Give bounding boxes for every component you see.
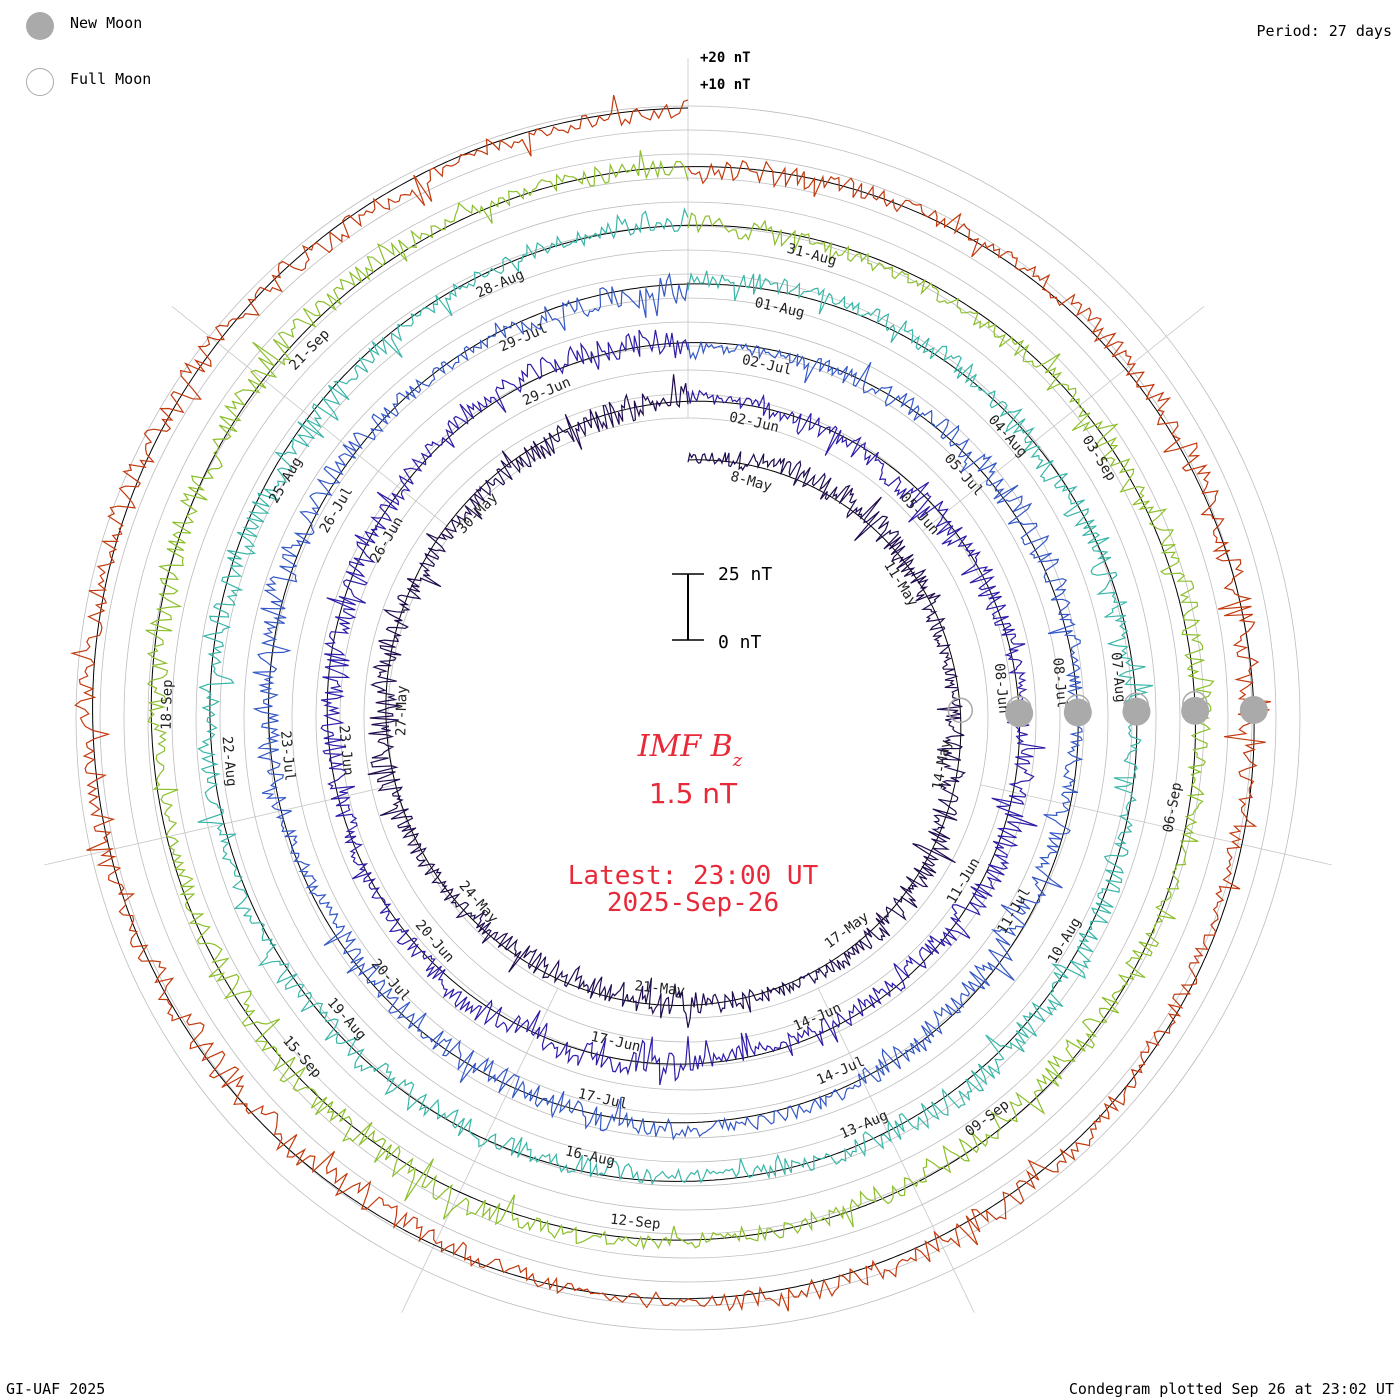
date-tick-label: 02-Jul	[740, 352, 793, 379]
date-tick-label: 17-Jun	[589, 1029, 642, 1056]
full-moon-marker	[1182, 690, 1208, 717]
credit-label: GI-UAF 2025	[6, 1380, 106, 1398]
date-tick-label: 23-Jun	[335, 724, 356, 776]
scale-bar: 25 nT 0 nT	[672, 564, 772, 653]
date-tick-label: 18-Sep	[159, 679, 176, 730]
period-label: Period: 27 days	[1256, 22, 1392, 40]
date-tick-label: 8-May	[729, 469, 774, 495]
date-tick-label: 24-May	[455, 878, 500, 927]
full-moon-marker	[1123, 692, 1149, 719]
date-tick-label: 08-Jun	[991, 662, 1012, 714]
bz-trace-turn	[197, 207, 1154, 1186]
current-value: 1.5 nT	[649, 777, 738, 810]
scale-bottom-label: 0 nT	[718, 632, 762, 653]
legend-new-moon-label: New Moon	[70, 14, 143, 32]
ring-label-20: +20 nT	[700, 50, 751, 66]
full-moon-icon	[26, 68, 54, 96]
legend-full-moon-label: Full Moon	[70, 70, 152, 88]
new-moon-marker	[1239, 695, 1268, 724]
date-tick-label: 17-Jul	[576, 1086, 629, 1113]
latest-date: 2025-Sep-26	[607, 888, 779, 918]
legend-new-moon: New Moon	[26, 12, 143, 40]
plotted-label: Condegram plotted Sep 26 at 23:02 UT	[1068, 1380, 1394, 1398]
grid-spoke	[401, 988, 559, 1313]
baseline-turn	[150, 166, 1196, 1241]
date-tick-label: 23-Jul	[277, 730, 298, 782]
bz-trace-turn	[367, 374, 967, 1028]
chart-title: IMF Bz	[637, 729, 743, 771]
chart-title-subscript: z	[732, 750, 743, 771]
date-tick-label: 27-May	[393, 685, 410, 736]
date-tick-label: 21-May	[634, 978, 686, 999]
date-tick-label: 10-Aug	[1045, 915, 1085, 967]
full-moon-marker	[947, 697, 974, 724]
date-tick-label: 22-Aug	[219, 735, 240, 787]
new-moon-icon	[26, 12, 54, 40]
bz-trace-turn	[320, 329, 1046, 1086]
scale-top-label: 25 nT	[718, 564, 772, 585]
new-moon-marker	[1063, 698, 1092, 727]
date-tick-label: 09-Sep	[962, 1097, 1012, 1140]
date-tick-label: 12-Sep	[609, 1212, 661, 1233]
date-tick-label: 07-Aug	[1108, 651, 1129, 703]
date-tick-label: 26-Jun	[367, 514, 407, 566]
legend-full-moon: Full Moon	[26, 68, 152, 96]
date-tick-label: 01-Aug	[753, 295, 806, 322]
date-tick-label: 28-Aug	[474, 267, 527, 302]
spiral-layer	[69, 94, 1272, 1312]
grid-spoke	[817, 988, 975, 1313]
new-moon-marker	[1005, 699, 1034, 728]
date-tick-label: 06-Sep	[1160, 781, 1185, 834]
baseline-turn	[209, 224, 1138, 1182]
date-tick-label: 14-Jun	[791, 1000, 844, 1035]
full-moon-marker	[1006, 695, 1032, 722]
date-tick-label: 08-Jul	[1049, 657, 1070, 709]
moon-layer	[947, 690, 1268, 728]
ring-label-10: +10 nT	[700, 77, 751, 93]
bz-trace-turn	[145, 150, 1215, 1251]
date-tick-label: 05-Jun	[897, 490, 942, 539]
new-moon-marker	[1181, 696, 1210, 725]
grid-spoke	[922, 306, 1205, 532]
bz-trace-turn	[252, 272, 1086, 1141]
new-moon-marker	[1122, 697, 1151, 726]
latest-time: Latest: 23:00 UT	[568, 861, 819, 891]
grid-spoke	[171, 306, 454, 532]
bz-trace-turn	[69, 94, 1272, 1312]
date-tick-label: 14-May	[930, 739, 955, 792]
baseline-turn	[268, 283, 1079, 1124]
grid-spoke	[980, 784, 1332, 866]
date-tick-label: 29-Jun	[520, 374, 573, 409]
full-moon-marker	[1064, 694, 1091, 720]
chart-title-main: IMF B	[637, 729, 733, 764]
